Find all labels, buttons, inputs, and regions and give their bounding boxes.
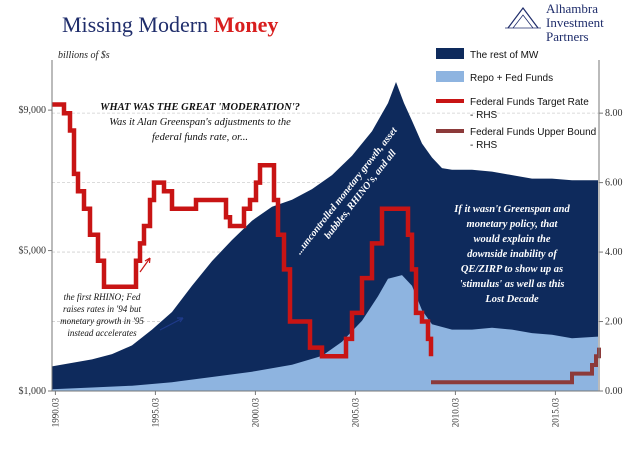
legend: The rest of MW Repo + Fed Funds Federal Fu… — [436, 48, 596, 151]
annotation-moderation: WHAT WAS THE GREAT 'MODERATION'? Was it … — [100, 102, 300, 143]
arrow-rhino-to-money-icon — [159, 317, 184, 331]
legend-label: Federal Funds Target Rate - RHS — [470, 97, 589, 121]
x-tick-label: 1990.03 — [50, 398, 60, 428]
x-tick-label: 2005.03 — [350, 398, 360, 428]
annotation-greenspan-line-3: would explain the — [473, 234, 550, 245]
annotation-rhino-line-4: instead accelerates — [67, 328, 137, 338]
brand-mark-icon — [507, 7, 539, 29]
brand-line-3: Partners — [546, 29, 589, 44]
left-tick-label: $1,000 — [19, 386, 47, 397]
annotation-moderation-line-1: Was it Alan Greenspan's adjustments to t… — [109, 117, 291, 128]
annotation-rhino-line-2: raises rates in '94 but — [63, 304, 141, 314]
right-tick-label: 6.00 — [605, 178, 623, 189]
annotation-rhino: the first RHINO; Fed raises rates in '94… — [60, 257, 184, 338]
right-tick-label: 8.00 — [605, 108, 623, 119]
brand-line-1: Alhambra — [546, 1, 598, 16]
brand-line-2: Investment — [546, 15, 604, 30]
unit-label: billions of $s — [58, 50, 110, 61]
chart-title: Missing Modern Money — [62, 12, 278, 37]
left-axis-ticks: $1,000 $5,000 $9,000 — [19, 105, 52, 397]
x-tick-label: 2010.03 — [450, 398, 460, 428]
annotation-greenspan: If it wasn't Greenspan and monetary poli… — [453, 204, 570, 305]
annotation-greenspan-line-1: If it wasn't Greenspan and — [453, 204, 570, 215]
annotation-rhino-line-3: monetary growth in '95 — [60, 316, 144, 326]
legend-label: Repo + Fed Funds — [470, 73, 553, 84]
right-tick-label: 4.00 — [605, 247, 623, 258]
legend-label: Federal Funds Upper Bound - RHS — [470, 127, 596, 151]
annotation-rhino-line-1: the first RHINO; Fed — [64, 292, 141, 302]
area-repo-fed-funds — [52, 275, 598, 391]
x-tick-label: 2015.03 — [550, 398, 560, 428]
annotation-greenspan-line-5: QE/ZIRP to show up as — [461, 264, 563, 275]
annotation-greenspan-line-2: monetary policy, that — [467, 219, 559, 230]
annotation-moderation-head: WHAT WAS THE GREAT 'MODERATION'? — [100, 102, 300, 113]
annotation-moderation-line-2: federal funds rate, or... — [152, 132, 248, 143]
line-fed-upper-bound — [431, 347, 601, 385]
left-tick-label: $5,000 — [19, 246, 47, 257]
right-tick-label: 2.00 — [605, 317, 623, 328]
x-axis-ticks: 1990.03 1995.03 2000.03 2005.03 2010.03 2015.… — [50, 391, 560, 427]
annotation-greenspan-line-7: Lost Decade — [484, 294, 539, 305]
legend-swatch — [436, 71, 464, 82]
area-rest-of-mw — [52, 82, 598, 391]
legend-swatch — [436, 48, 464, 59]
line-fed-target-rate — [52, 102, 434, 359]
brand-logo: Alhambra Investment Partners — [505, 1, 604, 44]
right-tick-label: 0.00 — [605, 386, 623, 397]
title-part1: Missing Modern — [62, 12, 214, 37]
annotation-greenspan-line-4: downside inability of — [467, 249, 558, 260]
x-tick-label: 2000.03 — [250, 398, 260, 428]
legend-label: The rest of MW — [470, 50, 539, 61]
annotation-greenspan-line-6: 'stimulus' as well as this — [459, 279, 564, 290]
right-axis-ticks: 0.00 2.00 4.00 6.00 8.00 — [599, 108, 623, 397]
arrow-rhino-to-rates-icon — [139, 257, 151, 273]
x-tick-label: 1995.03 — [150, 398, 160, 428]
left-tick-label: $9,000 — [19, 105, 47, 116]
title-part2: Money — [214, 12, 279, 37]
